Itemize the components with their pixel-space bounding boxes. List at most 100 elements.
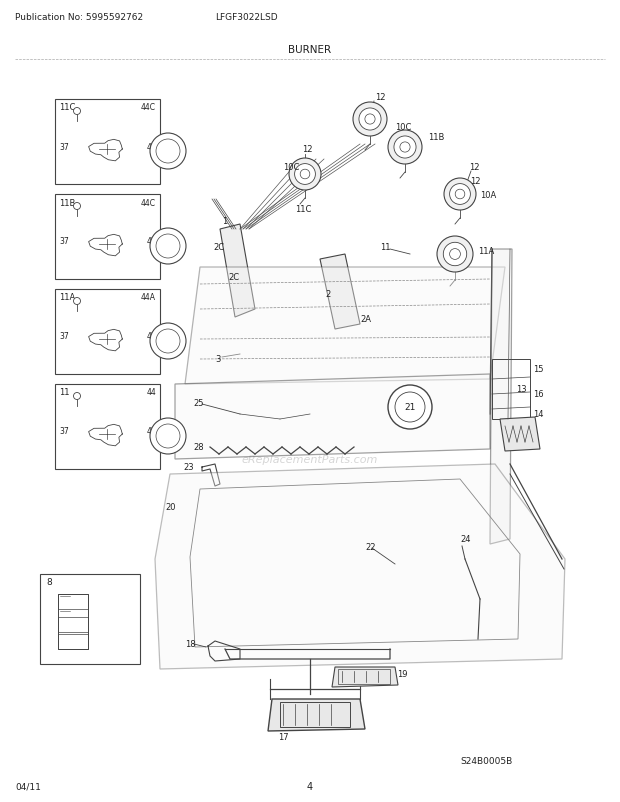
Text: 12: 12 [302, 145, 312, 154]
Text: 12: 12 [470, 177, 480, 186]
Text: 44: 44 [146, 388, 156, 397]
Text: 47: 47 [146, 237, 156, 246]
Circle shape [450, 184, 471, 205]
Text: 1: 1 [222, 217, 228, 226]
Circle shape [394, 137, 416, 159]
Circle shape [359, 109, 381, 131]
Text: 15: 15 [533, 365, 544, 374]
Text: 44A: 44A [141, 294, 156, 302]
Bar [58, 618, 88, 632]
Bar [58, 634, 88, 649]
Text: 11: 11 [380, 243, 391, 252]
Text: 14: 14 [533, 410, 544, 419]
Bar [338, 669, 390, 684]
Circle shape [74, 298, 81, 305]
Text: 19: 19 [397, 670, 407, 678]
Text: 11A: 11A [59, 294, 75, 302]
Bar [55, 195, 160, 280]
Text: 25: 25 [193, 399, 203, 408]
Circle shape [74, 108, 81, 115]
Text: 21: 21 [404, 403, 415, 412]
Circle shape [156, 235, 180, 259]
Text: 17: 17 [278, 732, 289, 742]
Text: 2C: 2C [228, 273, 239, 282]
Bar [492, 359, 530, 419]
Polygon shape [500, 418, 540, 452]
Text: S24B0005B: S24B0005B [460, 756, 512, 766]
Bar [58, 594, 88, 649]
Circle shape [150, 229, 186, 265]
Text: 8: 8 [46, 577, 51, 587]
Polygon shape [185, 268, 505, 384]
Circle shape [150, 134, 186, 170]
Text: 13: 13 [516, 385, 526, 394]
Polygon shape [332, 667, 398, 687]
Bar [55, 290, 160, 375]
Text: 11C: 11C [59, 103, 76, 112]
Circle shape [150, 419, 186, 455]
Circle shape [74, 203, 81, 210]
Circle shape [289, 159, 321, 191]
Circle shape [437, 237, 473, 273]
Circle shape [74, 393, 81, 400]
Text: 4: 4 [307, 781, 313, 791]
Bar [40, 574, 140, 664]
Text: 44C: 44C [141, 198, 156, 207]
Text: 47: 47 [146, 332, 156, 341]
Circle shape [353, 103, 387, 137]
Circle shape [150, 323, 186, 359]
Text: 12: 12 [375, 92, 386, 101]
Text: 16: 16 [533, 390, 544, 399]
Circle shape [395, 392, 425, 423]
Circle shape [400, 143, 410, 153]
Polygon shape [220, 225, 255, 318]
Text: 11C: 11C [295, 205, 311, 214]
Text: 20: 20 [165, 503, 175, 512]
Text: 28: 28 [193, 443, 203, 452]
Circle shape [156, 140, 180, 164]
Text: 10C: 10C [283, 164, 299, 172]
Bar [55, 384, 160, 469]
Text: 10A: 10A [480, 190, 496, 199]
Text: 18: 18 [185, 640, 196, 649]
Text: 11B: 11B [59, 198, 76, 207]
Polygon shape [320, 255, 360, 330]
Circle shape [388, 386, 432, 429]
Text: 37: 37 [59, 237, 69, 246]
Text: 11B: 11B [428, 133, 445, 142]
Circle shape [156, 424, 180, 448]
Circle shape [444, 179, 476, 211]
Circle shape [455, 190, 465, 200]
Polygon shape [175, 375, 490, 460]
Polygon shape [155, 464, 565, 669]
Text: 37: 37 [59, 142, 69, 152]
Circle shape [300, 170, 310, 180]
Text: 37: 37 [59, 332, 69, 341]
Circle shape [443, 243, 467, 266]
Circle shape [365, 115, 375, 125]
Text: 24: 24 [460, 535, 471, 544]
Polygon shape [268, 699, 365, 731]
Text: LFGF3022LSD: LFGF3022LSD [215, 14, 278, 22]
Text: BURNER: BURNER [288, 45, 332, 55]
Text: 04/11: 04/11 [15, 781, 41, 791]
Text: Publication No: 5995592762: Publication No: 5995592762 [15, 14, 143, 22]
Text: 47: 47 [146, 142, 156, 152]
Text: 23: 23 [183, 463, 193, 472]
Bar [55, 100, 160, 184]
Circle shape [388, 131, 422, 164]
Text: 2: 2 [325, 290, 330, 299]
Circle shape [294, 164, 316, 185]
Text: 10C: 10C [395, 123, 412, 132]
Text: 37: 37 [59, 427, 69, 436]
Polygon shape [490, 249, 512, 545]
Text: eReplacementParts.com: eReplacementParts.com [242, 455, 378, 464]
Text: 2C: 2C [213, 243, 224, 252]
Circle shape [450, 249, 461, 260]
Circle shape [156, 330, 180, 354]
Text: 22: 22 [365, 543, 376, 552]
Text: 3: 3 [215, 355, 220, 364]
Text: 11A: 11A [478, 247, 494, 256]
Text: 44C: 44C [141, 103, 156, 112]
Text: 11: 11 [59, 388, 69, 397]
